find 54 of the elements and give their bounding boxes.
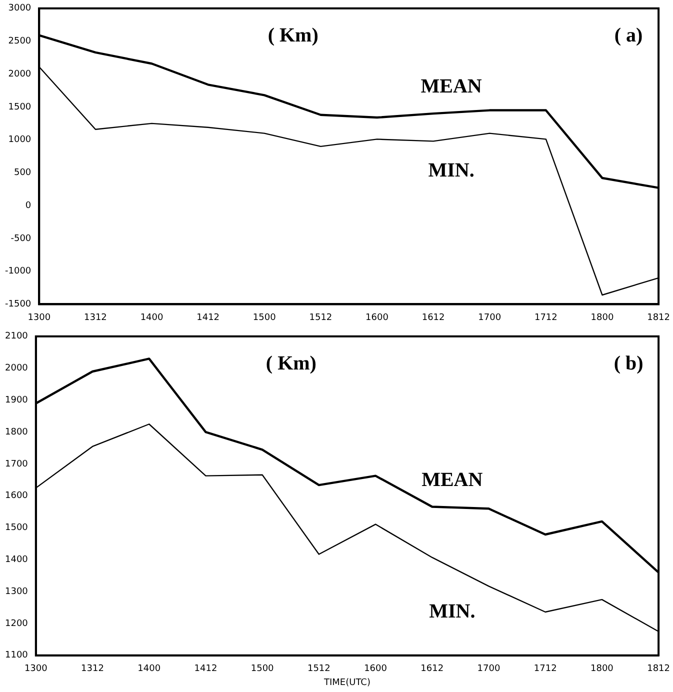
- y-tick-label: 2000: [5, 364, 28, 374]
- x-tick-label: 1300: [28, 312, 51, 323]
- annotation: ( Km): [268, 24, 318, 47]
- y-tick-label: 1500: [8, 102, 32, 112]
- y-tick-label: 3000: [8, 4, 32, 14]
- y-tick-label: 1400: [5, 555, 28, 566]
- series-label: MEAN: [420, 76, 482, 98]
- series-label: MIN.: [429, 600, 476, 623]
- series-label: MIN.: [428, 159, 474, 182]
- x-tick-label: 1512: [307, 664, 330, 674]
- x-tick-label: 1612: [422, 312, 445, 323]
- x-tick-label: 1612: [420, 664, 444, 674]
- y-tick-label: 1800: [5, 427, 28, 438]
- y-tick-label: -1500: [4, 300, 32, 310]
- y-tick-label: 1000: [8, 135, 32, 146]
- x-tick-label: 1400: [138, 664, 161, 674]
- x-tick-label: 1600: [366, 312, 389, 323]
- annotation: ( a): [614, 24, 643, 47]
- x-tick-label: 1712: [534, 312, 558, 323]
- y-tick-label: 1900: [5, 396, 28, 406]
- y-tick-label: 1300: [5, 586, 28, 597]
- x-tick-label: 1412: [194, 664, 218, 674]
- x-tick-label: 1312: [81, 664, 104, 674]
- x-tick-label: 1812: [647, 664, 670, 674]
- y-tick-label: 0: [25, 200, 32, 211]
- annotation: ( b): [614, 352, 644, 375]
- x-tick-label: 1500: [252, 312, 276, 323]
- x-tick-label: 1800: [590, 664, 614, 674]
- x-tick-label: 1300: [24, 664, 48, 674]
- x-tick-label: 1512: [309, 312, 332, 323]
- y-tick-label: -500: [10, 234, 32, 244]
- x-tick-label: 1312: [84, 312, 107, 323]
- x-tick-label: 1412: [196, 312, 220, 323]
- x-tick-label: 1700: [477, 664, 500, 674]
- y-tick-label: 1100: [5, 650, 28, 661]
- y-tick-label: 2000: [8, 69, 32, 80]
- y-tick-label: -1000: [4, 266, 32, 277]
- x-tick-label: 1700: [478, 312, 502, 323]
- series-label: MEAN: [422, 468, 484, 491]
- x-tick-label: 1712: [534, 664, 557, 674]
- y-tick-label: 1700: [5, 459, 28, 470]
- y-tick-label: 2100: [5, 332, 28, 342]
- x-tick-label: 1600: [364, 664, 388, 674]
- x-tick-label: 1800: [590, 312, 614, 323]
- y-tick-label: 1600: [5, 491, 28, 502]
- x-tick-label: 1400: [140, 312, 164, 323]
- x-axis-title: TIME(UTC): [322, 678, 370, 688]
- annotation: ( Km): [266, 352, 316, 375]
- x-tick-label: 1500: [250, 664, 274, 674]
- x-tick-label: 1812: [647, 312, 670, 323]
- y-tick-label: 1500: [5, 523, 28, 534]
- y-tick-label: 1200: [5, 618, 28, 629]
- y-tick-label: 500: [14, 168, 32, 178]
- y-tick-label: 2500: [8, 36, 32, 47]
